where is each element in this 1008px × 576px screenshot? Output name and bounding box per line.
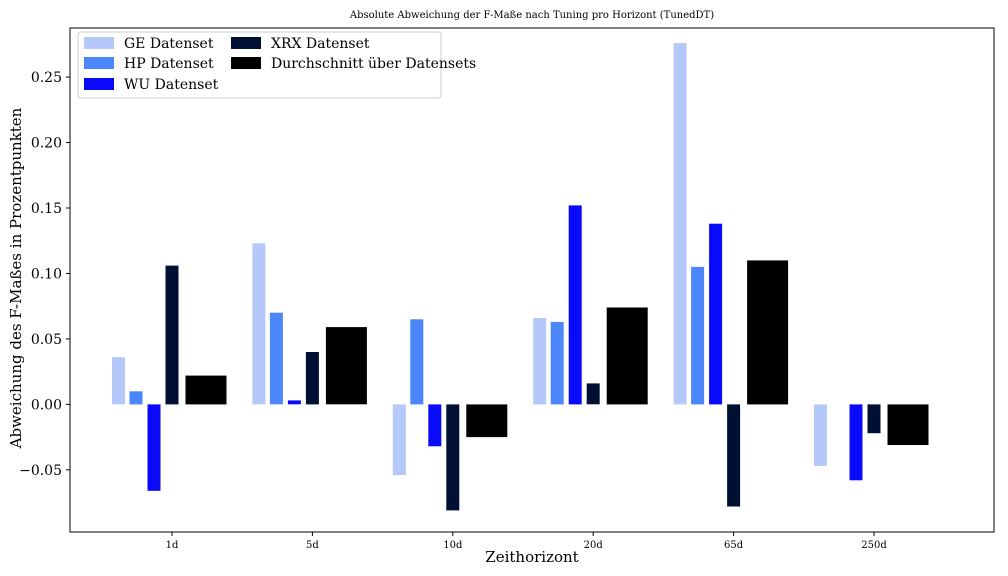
bar-hp-datenset-5d (269, 312, 283, 405)
bar-durchschnitt-ber-datensets-1d (185, 375, 227, 405)
x-tick-label: 1d (166, 540, 179, 551)
legend-label: HP Datenset (124, 56, 214, 72)
x-tick-label: 10d (443, 540, 463, 551)
bar-durchschnitt-ber-datensets-5d (325, 327, 367, 405)
bar-xrx-datenset-1d (165, 265, 179, 405)
legend-label: WU Datenset (124, 77, 219, 93)
bar-hp-datenset-10d (410, 319, 424, 405)
bar-xrx-datenset-65d (727, 404, 741, 507)
y-tick-label: 0.15 (31, 201, 62, 217)
bar-wu-datenset-20d (568, 205, 582, 405)
x-tick-label: 5d (306, 540, 319, 551)
bar-ge-datenset-1d (112, 357, 125, 405)
bars-group (112, 43, 929, 511)
bar-durchschnitt-ber-datensets-65d (747, 260, 789, 405)
y-tick-label: 0.25 (31, 70, 62, 86)
bar-wu-datenset-65d (709, 223, 723, 405)
bar-wu-datenset-10d (428, 404, 442, 447)
legend-swatch (84, 78, 114, 90)
y-tick-label: 0.10 (31, 266, 62, 282)
legend-swatch (84, 37, 114, 49)
legend: GE Datenset HP Datenset WU Datenset XRX Dat… (77, 31, 476, 99)
x-tick-label: 20d (584, 540, 604, 551)
x-tick-label: 250d (861, 540, 887, 551)
bar-hp-datenset-65d (691, 266, 705, 405)
bar-durchschnitt-ber-datensets-250d (887, 404, 929, 445)
chart-title: Absolute Abweichung der F-Maße nach Tuni… (349, 10, 714, 21)
bar-xrx-datenset-20d (586, 383, 600, 405)
legend-label: XRX Datenset (271, 36, 370, 52)
bar-hp-datenset-20d (550, 321, 564, 405)
y-axis-label: Abweichung des F-Maßes in Prozentpunkten (7, 107, 25, 449)
legend-label: GE Datenset (124, 36, 214, 52)
y-tick-label: 0.00 (31, 397, 62, 413)
bar-ge-datenset-10d (392, 404, 406, 476)
y-tick-label: 0.20 (31, 136, 62, 152)
bar-wu-datenset-250d (849, 404, 863, 481)
legend-swatch (231, 57, 261, 69)
legend-label: Durchschnitt über Datensets (271, 56, 476, 72)
bar-ge-datenset-65d (673, 43, 687, 405)
y-axis: −0.05 0.00 0.05 0.10 0.15 0.20 0.25 (19, 70, 70, 479)
y-tick-label: −0.05 (19, 463, 62, 479)
legend-swatch (84, 57, 114, 69)
bar-xrx-datenset-250d (867, 404, 881, 434)
bar-ge-datenset-250d (814, 404, 827, 466)
bar-hp-datenset-1d (129, 391, 143, 405)
x-axis-label: Zeithorizont (485, 548, 578, 566)
y-tick-label: 0.05 (31, 332, 62, 348)
legend-swatch (231, 37, 261, 49)
x-axis: 1d 5d 10d 20d 65d 250d (166, 532, 887, 551)
bar-durchschnitt-ber-datensets-20d (606, 307, 648, 405)
bar-ge-datenset-20d (533, 318, 547, 405)
bar-xrx-datenset-5d (305, 352, 319, 405)
bar-xrx-datenset-10d (446, 404, 460, 511)
x-tick-label: 65d (724, 540, 744, 551)
bar-wu-datenset-1d (147, 404, 161, 491)
plot-frame (69, 27, 995, 533)
bar-durchschnitt-ber-datensets-10d (466, 404, 508, 438)
bar-wu-datenset-5d (287, 400, 301, 405)
bar-ge-datenset-5d (252, 243, 266, 405)
